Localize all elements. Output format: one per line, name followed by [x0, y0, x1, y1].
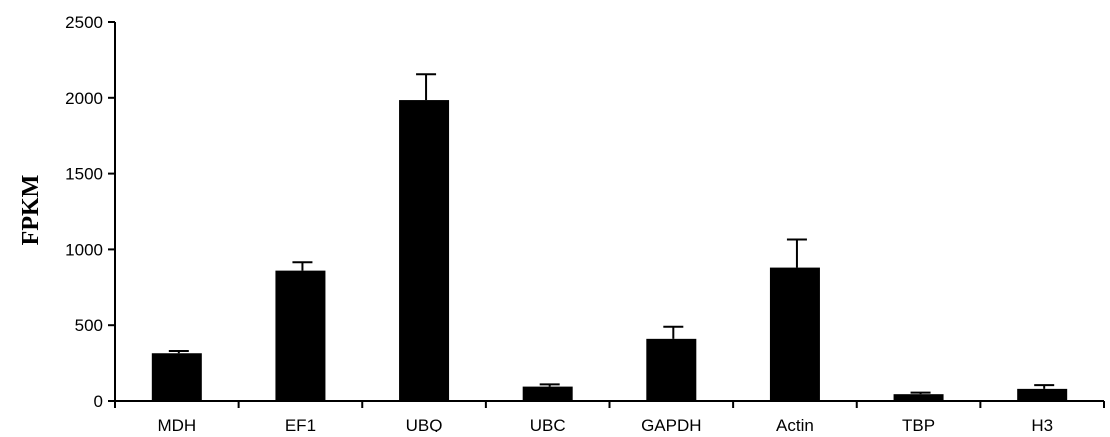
y-axis-label: FPKM [18, 175, 44, 246]
error-bars-layer [168, 73, 1055, 395]
bar-tbp [893, 394, 944, 401]
error-bar [663, 325, 684, 339]
bar-ubq [399, 100, 450, 401]
x-tick-label: UBC [530, 416, 566, 432]
x-ticks-layer: MDH EF1 UBQ UBC GAPDH Actin TBP H3 [114, 401, 1105, 435]
bar-ubc [522, 386, 573, 401]
x-tick-label: GAPDH [641, 416, 701, 432]
y-tick-label: 0 [94, 392, 103, 411]
error-bar [292, 261, 313, 271]
error-bar [910, 391, 931, 395]
error-bar [786, 238, 807, 268]
x-tick-label: UBQ [406, 416, 443, 432]
axes-layer [114, 22, 1104, 402]
error-bar [539, 383, 560, 387]
y-ticks-layer: 0 500 1000 1500 2000 2500 [65, 13, 115, 411]
x-tick-label: Actin [776, 416, 814, 432]
error-bar [416, 73, 437, 101]
error-bar [168, 349, 189, 354]
bar-mdh [151, 353, 202, 401]
y-tick-label: 1000 [65, 240, 103, 259]
error-bar [1034, 384, 1055, 389]
x-tick-label: MDH [157, 416, 196, 432]
y-tick-label: 2000 [65, 89, 103, 108]
y-tick-label: 500 [75, 316, 103, 335]
bars-layer [151, 100, 1068, 401]
bar-h3 [1017, 388, 1068, 401]
y-tick-label: 2500 [65, 13, 103, 32]
x-tick-label: TBP [902, 416, 935, 432]
x-tick-label: H3 [1031, 416, 1053, 432]
bar-actin [769, 267, 820, 401]
x-tick-label: EF1 [285, 416, 316, 432]
bar-ef1 [275, 270, 326, 401]
bar-gapdh [646, 338, 697, 401]
y-tick-label: 1500 [65, 165, 103, 184]
